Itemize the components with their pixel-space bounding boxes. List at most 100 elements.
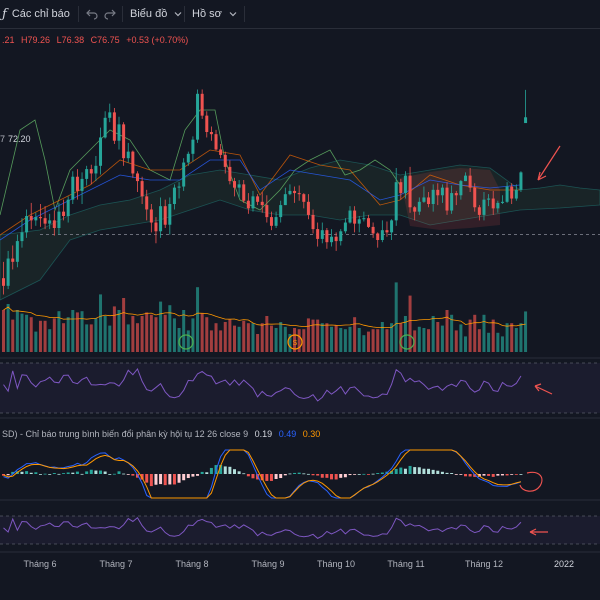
candle-body xyxy=(348,210,352,223)
macd-histogram-bar xyxy=(487,474,491,476)
candle-body xyxy=(228,166,232,182)
volume-bar xyxy=(80,311,84,352)
volume-bar xyxy=(436,322,440,352)
macd-histogram-bar xyxy=(182,474,186,481)
indicators-button[interactable]: ƒ Các chỉ báo xyxy=(2,0,70,28)
macd-histogram-bar xyxy=(62,473,66,474)
volume-bar xyxy=(205,317,209,352)
annotation-arrow-price xyxy=(537,145,561,181)
time-axis-label: Tháng 9 xyxy=(251,559,284,569)
candle-body xyxy=(177,186,181,188)
candle-body xyxy=(172,187,176,204)
time-axis-label: Tháng 7 xyxy=(99,559,132,569)
macd-histogram-bar xyxy=(339,474,343,478)
volume-bar xyxy=(29,317,33,352)
candle-body xyxy=(149,209,153,223)
volume-bar xyxy=(20,313,24,352)
macd-histogram-bar xyxy=(149,474,153,487)
volume-bar xyxy=(149,314,153,352)
macd-histogram-bar xyxy=(399,467,403,474)
candle-body xyxy=(62,211,66,216)
volume-bar xyxy=(126,324,130,352)
ichimoku-cloud-upper xyxy=(0,159,600,301)
candle-body xyxy=(66,199,70,216)
undo-button[interactable] xyxy=(86,0,98,28)
volume-bar xyxy=(196,287,200,352)
ohlc-open: .21 xyxy=(2,35,15,45)
candle-body xyxy=(237,184,241,188)
candle-body xyxy=(279,205,283,218)
macd-histogram-bar xyxy=(353,474,357,475)
macd-histogram-bar xyxy=(251,474,255,479)
candle-body xyxy=(316,229,320,239)
candle-body xyxy=(445,187,449,211)
macd-histogram-bar xyxy=(376,473,380,474)
ohlc-change: +0.53 (+0.70%) xyxy=(126,35,188,45)
volume-bar xyxy=(403,316,407,352)
volume-bar xyxy=(140,316,144,352)
candle-body xyxy=(29,216,33,221)
candle-body xyxy=(214,134,218,150)
chart-menu-button[interactable]: Biểu đồ xyxy=(130,0,183,28)
volume-bar xyxy=(380,322,384,352)
tenkan-line xyxy=(0,149,520,236)
candle-body xyxy=(85,169,89,179)
macd-histogram-bar xyxy=(436,470,440,474)
candle-body xyxy=(182,162,186,187)
macd-histogram-bar xyxy=(89,469,93,474)
macd-histogram-bar xyxy=(2,474,5,476)
volume-bar xyxy=(43,320,47,352)
macd-histogram-bar xyxy=(454,474,458,475)
volume-bar xyxy=(38,320,42,352)
macd-histogram-bar xyxy=(390,471,394,474)
candle-body xyxy=(487,198,491,200)
volume-bar xyxy=(117,310,121,352)
macd-histogram-bar xyxy=(34,472,38,474)
macd-histogram-bar xyxy=(233,469,236,474)
macd-histogram-bar xyxy=(196,474,200,476)
macd-histogram-bar xyxy=(246,474,250,477)
volume-bar xyxy=(376,329,380,352)
macd-histogram-bar xyxy=(450,473,454,474)
volume-bar xyxy=(473,314,477,352)
chart-area[interactable]: .21 H79.26 L76.38 C76.75 +0.53 (+0.70%) … xyxy=(0,29,600,600)
volume-bar xyxy=(279,322,283,352)
volume-bar xyxy=(66,317,70,352)
lower-osc-band xyxy=(0,516,600,544)
macd-histogram-bar xyxy=(316,474,320,476)
volume-bar xyxy=(353,317,357,352)
price-indicator-value: 72.20 xyxy=(8,134,31,144)
candle-body xyxy=(242,184,246,201)
candle-body xyxy=(293,190,297,194)
candle-body xyxy=(6,258,10,286)
macd-histogram-bar xyxy=(20,471,24,474)
macd-histogram-bar xyxy=(112,473,116,475)
candle-body xyxy=(343,222,347,232)
candle-body xyxy=(422,197,426,202)
volume-bar xyxy=(200,313,204,352)
ohlc-low: 76.38 xyxy=(62,35,85,45)
redo-button[interactable] xyxy=(104,0,116,28)
volume-bar xyxy=(357,328,361,352)
volume-bar xyxy=(191,318,195,352)
macd-histogram-bar xyxy=(325,474,329,478)
profile-menu-button[interactable]: Hồ sơ xyxy=(192,0,238,28)
candle-body xyxy=(122,124,126,159)
macd-histogram-bar xyxy=(519,474,523,475)
volume-bar xyxy=(325,323,329,352)
macd-histogram-bar xyxy=(371,473,375,475)
candle-body xyxy=(126,151,130,159)
macd-histogram-bar xyxy=(228,466,232,474)
macd-histogram-bar xyxy=(11,471,15,474)
macd-histogram-bar xyxy=(71,472,75,474)
macd-histogram-bar xyxy=(135,474,139,478)
volume-bar xyxy=(15,310,19,352)
macd-histogram-bar xyxy=(491,474,495,477)
candle-body xyxy=(15,241,19,262)
time-axis-label: Tháng 8 xyxy=(175,559,208,569)
macd-histogram-bar xyxy=(394,468,398,474)
candle-body xyxy=(353,210,357,224)
function-icon: ƒ xyxy=(2,6,7,22)
candle-body xyxy=(112,112,116,141)
volume-bar xyxy=(186,330,190,352)
